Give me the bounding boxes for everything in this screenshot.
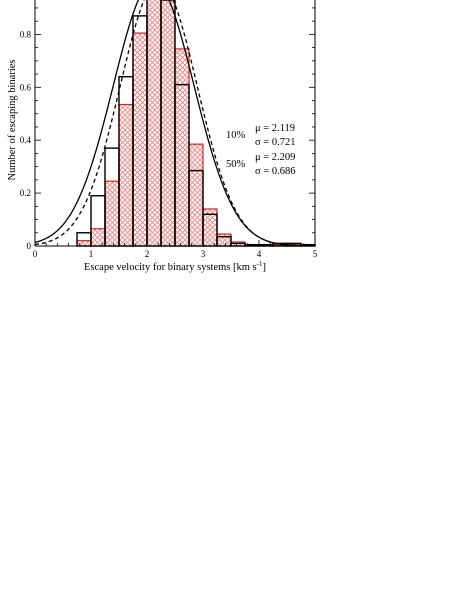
y-tick-label: 0.6 [20, 82, 32, 92]
hatched-bar [146, 0, 162, 247]
hatched-bar [90, 228, 106, 247]
annotation-10pct-mu: μ = 2.119 [255, 123, 295, 134]
plot-frame [34, 0, 316, 247]
axis-ticks [34, 7, 316, 247]
annotation-10pct-label: 10% [226, 130, 246, 141]
y-tick-label: 0 [27, 241, 32, 251]
y-axis-label: Number of escaping binaries [7, 59, 18, 180]
x-tick-label: 4 [257, 249, 262, 259]
hatched-bar [160, 0, 176, 247]
gaussian-fit-curves [35, 0, 315, 246]
x-tick-label: 1 [89, 249, 94, 259]
hatched-bar [118, 103, 134, 247]
hatched-bar [174, 48, 190, 247]
hatched-bar [104, 180, 120, 247]
annotation-10pct-sigma: σ = 0.721 [255, 137, 295, 148]
annotation-50pct-sigma: σ = 0.686 [255, 166, 295, 177]
plot-area [35, 0, 316, 247]
annotation-50pct-label: 50% [226, 159, 246, 170]
fit-parameter-annotations: 10% μ = 2.119 σ = 0.721 50% μ = 2.209 σ … [226, 123, 295, 177]
hatched-bar [188, 143, 204, 247]
y-tick-label: 0.2 [20, 188, 31, 198]
y-tick-label: 0.4 [20, 135, 32, 145]
y-tick-label: 0.8 [20, 29, 32, 39]
x-tick-label: 2 [145, 249, 150, 259]
fit-curve-dashed [35, 0, 315, 246]
x-tick-label: 3 [201, 249, 206, 259]
hatched-bar [132, 32, 148, 247]
annotation-50pct-mu: μ = 2.209 [255, 152, 295, 163]
x-tick-label: 5 [313, 249, 318, 259]
hatched-bar [216, 233, 232, 247]
x-tick-label: 0 [33, 249, 38, 259]
hatched-bar [76, 240, 92, 247]
axis-tick-labels: 0 1 2 3 4 5 0 0.2 0.4 0.6 0.8 [20, 29, 318, 259]
x-axis-label: Escape velocity for binary systems [km s… [84, 260, 266, 273]
